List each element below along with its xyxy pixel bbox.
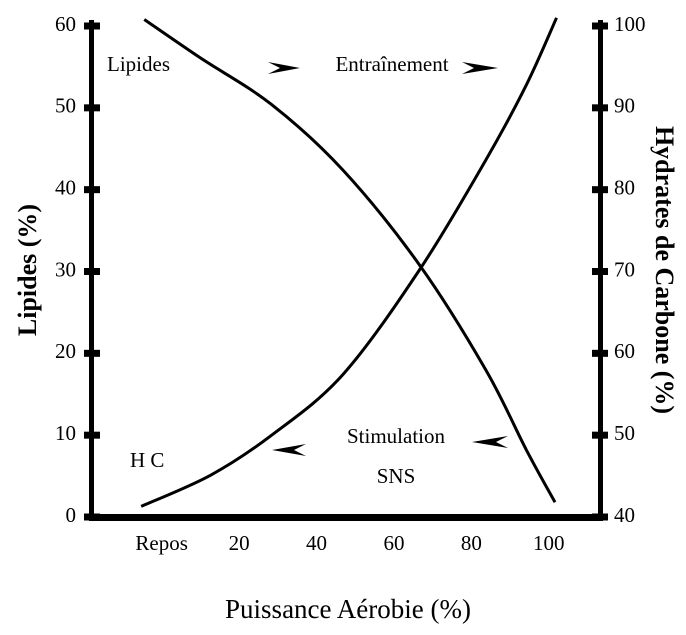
x-tick-label: 80	[461, 531, 482, 555]
x-tick-label: 20	[229, 531, 250, 555]
x-tick-label: 40	[306, 531, 327, 555]
annotation: Stimulation	[347, 424, 446, 448]
x-axis-label: Puissance Aérobie (%)	[225, 594, 471, 624]
annotation: Entraînement	[335, 52, 448, 76]
series-label: Lipides	[107, 52, 170, 76]
y2-tick-label: 60	[614, 339, 635, 363]
y-tick	[84, 349, 100, 357]
x-tick-label: 100	[533, 531, 565, 555]
y-tick	[84, 22, 100, 30]
y-tick-label: 30	[55, 257, 76, 281]
y2-tick-label: 100	[614, 12, 646, 36]
y-tick-label: 20	[55, 339, 76, 363]
y2-tick	[592, 349, 608, 357]
y-tick-label: 10	[55, 421, 76, 445]
y-tick-label: 60	[55, 12, 76, 36]
y2-tick-label: 80	[614, 175, 635, 199]
y-tick-label: 40	[55, 175, 76, 199]
annotation: SNS	[377, 464, 416, 488]
y-axis-label: Lipides (%)	[13, 204, 42, 336]
y2-tick	[592, 186, 608, 194]
y-tick-label: 0	[66, 503, 77, 527]
y2-tick-label: 90	[614, 94, 635, 118]
x-axis	[89, 514, 603, 521]
arrow	[272, 444, 306, 456]
y2-axis-label: Hydrates de Carbone (%)	[650, 126, 679, 414]
arrow	[268, 62, 300, 74]
y2-tick	[592, 104, 608, 112]
line	[143, 18, 557, 503]
series-label: H C	[130, 448, 164, 472]
x-tick-label: 60	[383, 531, 404, 555]
y2-tick-label: 50	[614, 421, 635, 445]
y2-tick	[592, 513, 608, 521]
y-tick-label: 50	[55, 94, 76, 118]
y-tick	[84, 431, 100, 439]
y-tick	[84, 513, 100, 521]
arrow	[472, 436, 508, 448]
arrow	[462, 62, 498, 74]
y-tick	[84, 186, 100, 194]
y2-tick	[592, 22, 608, 30]
y-tick	[84, 268, 100, 275]
y2-tick	[592, 431, 608, 439]
line	[140, 17, 558, 508]
x-tick-label: Repos	[135, 531, 188, 555]
y2-tick-label: 70	[614, 257, 635, 281]
y2-tick-label: 40	[614, 503, 635, 527]
y2-tick	[592, 268, 608, 275]
y-tick	[84, 104, 100, 112]
